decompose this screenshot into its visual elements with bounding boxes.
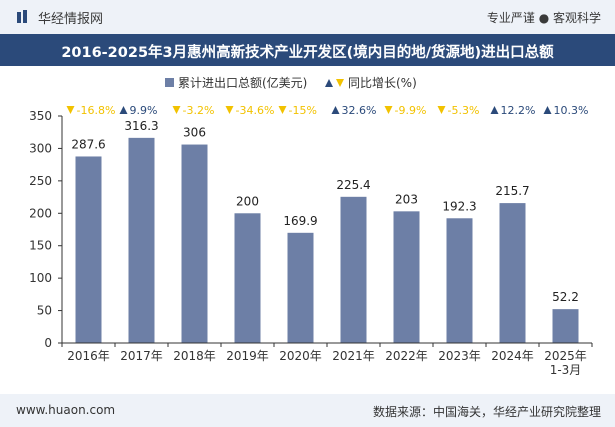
bar-value-label: 287.6 — [71, 137, 105, 151]
y-tick-label: 150 — [29, 239, 52, 253]
bar — [552, 309, 579, 343]
x-tick-label: 2019年 — [226, 349, 269, 363]
bar-value-label: 215.7 — [495, 184, 529, 198]
logo-icon — [17, 10, 27, 23]
growth-up-triangle-icon — [119, 106, 128, 114]
footer-band: www.huaon.com 数据来源：中国海关，华经产业研究院整理 — [0, 394, 615, 427]
bar-chart: 累计进出口总额(亿美元) 同比增长(%) 0 50 100 150 200 250 300 350… — [29, 75, 593, 377]
x-tick-label: 1-3月 — [550, 363, 582, 377]
x-tick-label: 2023年 — [438, 349, 481, 363]
chart-title: 2016-2025年3月惠州高新技术产业开发区(境内目的地/货源地)进出口总额 — [61, 45, 554, 61]
x-tick-label: 2018年 — [173, 349, 216, 363]
y-tick-label: 300 — [29, 141, 52, 155]
title-bar: 2016-2025年3月惠州高新技术产业开发区(境内目的地/货源地)进出口总额 — [0, 34, 615, 66]
site-url: www.huaon.com — [16, 403, 116, 417]
x-tick-label: 2017年 — [120, 349, 163, 363]
x-tick-label: 2022年 — [385, 349, 428, 363]
growth-down-triangle-icon — [278, 106, 287, 114]
y-tick-label: 50 — [37, 304, 52, 318]
y-tick-label: 100 — [29, 271, 52, 285]
growth-label: -9.9% — [395, 104, 427, 117]
tagline: 专业严谨 ● 客观科学 — [486, 11, 601, 25]
growth-down-triangle-icon — [437, 106, 446, 114]
growth-label: -5.3% — [448, 104, 480, 117]
growth-down-triangle-icon — [384, 106, 393, 114]
bar-value-label: 192.3 — [442, 199, 476, 213]
growth-down-triangle-icon — [172, 106, 181, 114]
bar-value-label: 306 — [183, 126, 206, 140]
x-tick-label: 2016年 — [67, 349, 110, 363]
x-tick-label: 2020年 — [279, 349, 322, 363]
growth-up-triangle-icon — [331, 106, 340, 114]
y-tick-label: 250 — [29, 174, 52, 188]
growth-label: -16.8% — [77, 104, 116, 117]
bar — [499, 203, 526, 343]
bar-value-label: 225.4 — [336, 178, 370, 192]
bar — [393, 211, 420, 343]
growth-label: 32.6% — [342, 104, 377, 117]
bar-value-label: 203 — [395, 192, 418, 206]
growth-label: 10.3% — [554, 104, 589, 117]
y-tick-label: 350 — [29, 109, 52, 123]
bar — [75, 156, 102, 343]
growth-label: -34.6% — [236, 104, 275, 117]
legend-down-triangle-icon — [336, 79, 344, 87]
legend-label-total: 累计进出口总额(亿美元) — [178, 75, 307, 90]
x-tick-label: 2025年 — [544, 349, 587, 363]
x-tick-label: 2021年 — [332, 349, 375, 363]
bar-value-label: 200 — [236, 194, 259, 208]
bar-value-label: 316.3 — [124, 119, 158, 133]
legend-up-triangle-icon — [325, 79, 333, 87]
bar — [287, 232, 314, 343]
bar-value-label: 169.9 — [283, 214, 317, 228]
top-band: 华经情报网 专业严谨 ● 客观科学 — [0, 0, 615, 34]
y-tick-label: 200 — [29, 206, 52, 220]
growth-label: 12.2% — [501, 104, 536, 117]
growth-label: 9.9% — [130, 104, 158, 117]
growth-down-triangle-icon — [225, 106, 234, 114]
growth-label: -15% — [289, 104, 317, 117]
legend-swatch-total — [165, 78, 174, 87]
bar — [128, 137, 155, 343]
bar — [340, 196, 367, 343]
bar — [181, 144, 208, 343]
growth-up-triangle-icon — [490, 106, 499, 114]
growth-label: -3.2% — [183, 104, 215, 117]
data-source: 数据来源：中国海关，华经产业研究院整理 — [372, 405, 601, 419]
growth-up-triangle-icon — [543, 106, 552, 114]
legend-label-growth: 同比增长(%) — [348, 76, 417, 90]
growth-down-triangle-icon — [66, 106, 75, 114]
x-tick-label: 2024年 — [491, 349, 534, 363]
bar — [446, 218, 473, 343]
bar-value-label: 52.2 — [552, 290, 579, 304]
brand-name: 华经情报网 — [38, 12, 104, 27]
y-tick-label: 0 — [44, 336, 52, 350]
bar — [234, 213, 261, 343]
